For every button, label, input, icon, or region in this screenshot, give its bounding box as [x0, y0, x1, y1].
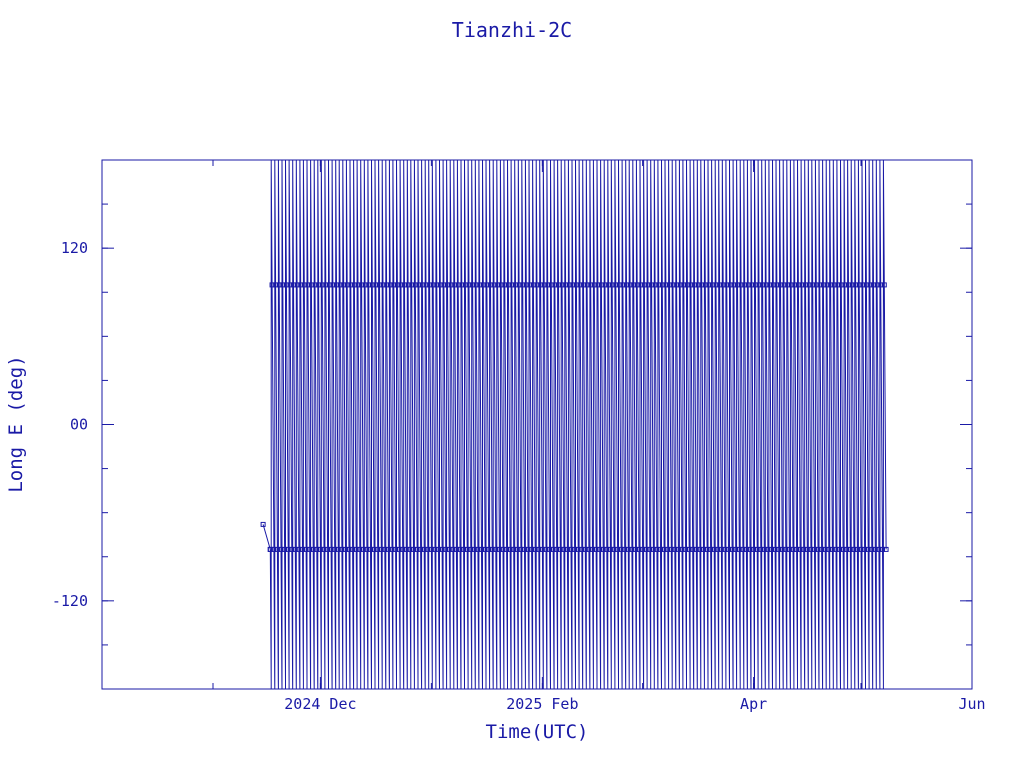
- plot-area: [260, 159, 889, 690]
- chart-title: Tianzhi-2C: [452, 18, 572, 42]
- y-axis-label: Long E (deg): [5, 355, 27, 492]
- x-tick-label: 2024 Dec: [284, 695, 356, 713]
- y-axis: -120 00 120: [52, 203, 972, 646]
- y-tick-label: 120: [61, 239, 88, 257]
- series-line: [262, 524, 271, 550]
- x-tick-label: Apr: [740, 695, 767, 713]
- x-tick-label: Jun: [958, 695, 985, 713]
- longitude-track: [269, 159, 887, 690]
- y-tick-label: -120: [52, 592, 88, 610]
- x-axis-label: Time(UTC): [486, 721, 589, 743]
- y-tick-label: 00: [70, 416, 88, 434]
- data-point-marker: [260, 521, 266, 527]
- x-tick-label: 2025 Feb: [506, 695, 578, 713]
- x-axis: 2024 Dec 2025 Feb Apr Jun: [101, 160, 986, 713]
